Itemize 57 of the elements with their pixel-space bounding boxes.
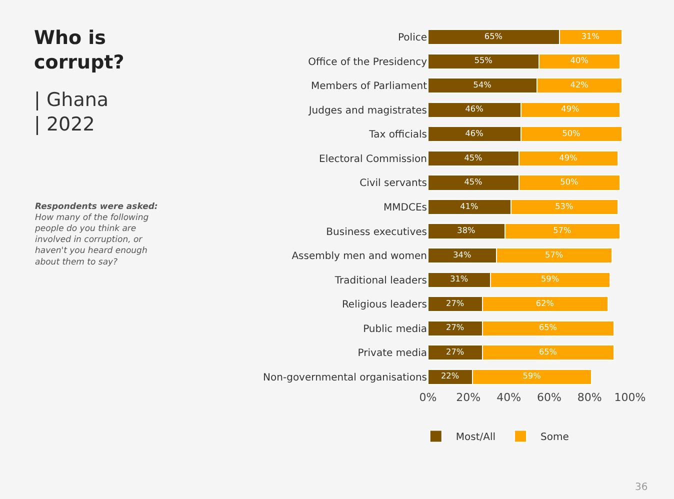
- legend-label: Most/All: [456, 432, 496, 444]
- data-label: 41%: [460, 200, 479, 211]
- data-label: 57%: [553, 225, 572, 236]
- x-tick-label: 0%: [419, 391, 437, 404]
- text: Who is corrupt?: [34, 27, 124, 74]
- y-tick-label: Judges and magistrates: [308, 105, 427, 116]
- x-tick-label: 40%: [496, 391, 522, 404]
- y-tick-label: Private media: [358, 348, 427, 360]
- data-label: 53%: [555, 200, 574, 211]
- y-tick-label: Public media: [363, 324, 427, 335]
- data-label: 54%: [473, 79, 492, 90]
- data-label: 31%: [450, 274, 468, 284]
- data-label: 31%: [581, 30, 600, 41]
- data-label: 22%: [440, 370, 460, 381]
- x-tick-label: 60%: [536, 391, 562, 404]
- data-label: 57%: [545, 249, 564, 260]
- legend-label: Some: [540, 432, 569, 444]
- data-label: 50%: [562, 128, 581, 138]
- y-tick-label: Traditional leaders: [334, 275, 427, 286]
- y-tick-label: MMDCEs: [384, 202, 427, 214]
- data-label: 50%: [560, 176, 579, 187]
- y-tick-label: Tax officials: [368, 130, 427, 141]
- data-label: 27%: [446, 298, 464, 308]
- text: 36: [635, 482, 648, 493]
- data-label: 65%: [538, 322, 558, 332]
- data-label: 49%: [559, 152, 578, 162]
- y-tick-label: Office of the Presidency: [308, 56, 428, 68]
- data-label: 55%: [474, 55, 493, 66]
- y-tick-label: Members of Parliament: [311, 81, 428, 92]
- y-tick-label: Civil servants: [360, 178, 427, 190]
- data-label: 59%: [540, 274, 560, 284]
- y-tick-label: Electoral Commission: [319, 154, 427, 165]
- x-tick-label: 80%: [577, 391, 602, 404]
- data-label: 62%: [536, 298, 554, 308]
- y-tick-label: Non-governmental organisations: [263, 372, 427, 384]
- data-label: 46%: [465, 128, 484, 138]
- y-tick-label: Assembly men and women: [292, 251, 427, 262]
- data-label: 42%: [570, 79, 589, 90]
- data-label: 59%: [522, 370, 542, 381]
- y-tick-label: Religious leaders: [342, 300, 427, 311]
- data-label: 34%: [453, 249, 472, 260]
- data-label: 27%: [446, 346, 464, 356]
- data-label: 40%: [570, 55, 589, 66]
- y-tick-label: Business executives: [326, 226, 427, 238]
- data-label: 65%: [538, 346, 558, 356]
- x-tick-label: 20%: [456, 391, 481, 404]
- data-label: 38%: [457, 225, 476, 236]
- data-label: 27%: [446, 322, 464, 332]
- data-label: 46%: [465, 104, 484, 114]
- y-tick-label: Police: [398, 32, 427, 44]
- data-label: 65%: [484, 30, 503, 41]
- data-label: 45%: [464, 176, 483, 187]
- data-label: 49%: [561, 104, 580, 114]
- text: Respondents were asked: How many of the following people do you think are involved in corruption, or haven't you heard enough about them to say?: [34, 202, 158, 268]
- x-tick-label: 100%: [614, 391, 646, 404]
- text: | Ghana | 2022: [34, 89, 109, 136]
- data-label: 45%: [464, 152, 483, 162]
